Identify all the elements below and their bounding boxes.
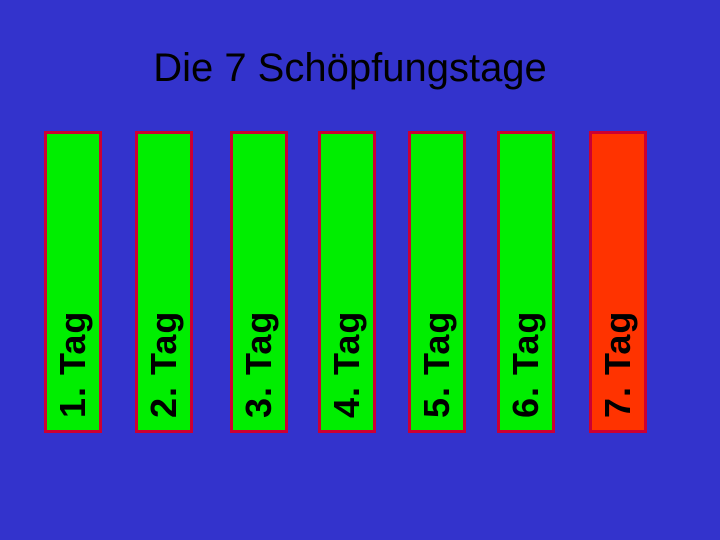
day-bar-6: 6. Tag: [497, 131, 555, 433]
day-label-3: 3. Tag: [238, 310, 279, 418]
day-label-7: 7. Tag: [597, 310, 638, 418]
day-label-5: 5. Tag: [416, 310, 457, 418]
day-label-1: 1. Tag: [52, 310, 93, 418]
day-bar-4: 4. Tag: [318, 131, 376, 433]
day-bar-1: 1. Tag: [44, 131, 102, 433]
slide-title: Die 7 Schöpfungstage: [153, 46, 547, 90]
day-bar-2: 2. Tag: [135, 131, 193, 433]
day-bar-5: 5. Tag: [408, 131, 466, 433]
day-bar-3: 3. Tag: [230, 131, 288, 433]
day-label-6: 6. Tag: [505, 310, 546, 418]
day-label-4: 4. Tag: [326, 310, 367, 418]
day-label-2: 2. Tag: [143, 310, 184, 418]
day-bar-7: 7. Tag: [589, 131, 647, 433]
